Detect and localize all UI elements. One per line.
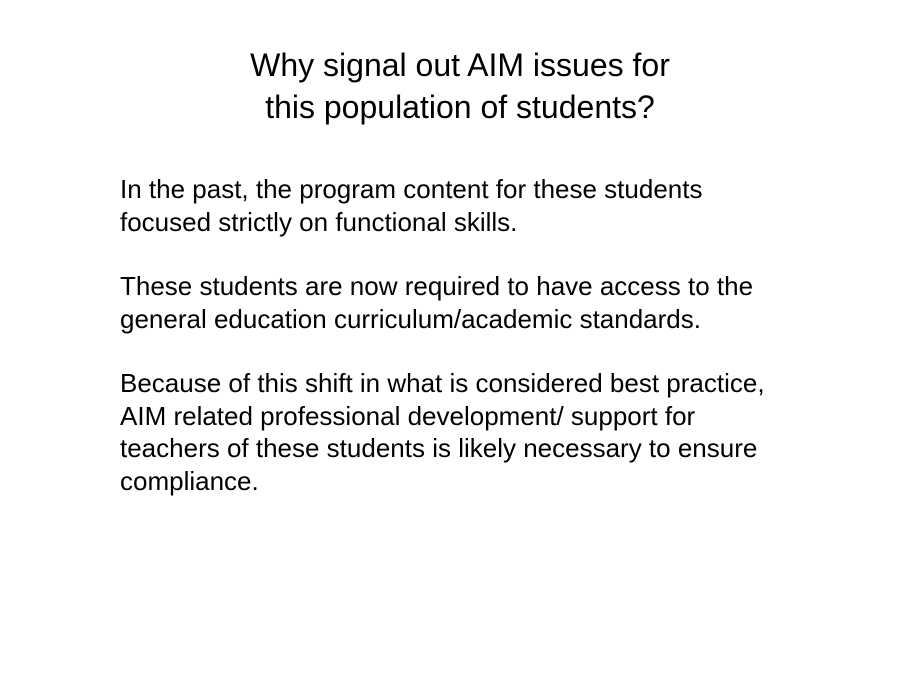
slide-title: Why signal out AIM issues for this popul… [0, 45, 920, 128]
paragraph-1: In the past, the program content for the… [120, 173, 800, 238]
paragraph-3: Because of this shift in what is conside… [120, 367, 800, 497]
paragraph-2: These students are now required to have … [120, 270, 800, 335]
slide-container: Why signal out AIM issues for this popul… [0, 0, 920, 690]
slide-body: In the past, the program content for the… [0, 173, 920, 497]
title-line-1: Why signal out AIM issues for [250, 47, 670, 83]
title-line-2: this population of students? [265, 89, 655, 125]
